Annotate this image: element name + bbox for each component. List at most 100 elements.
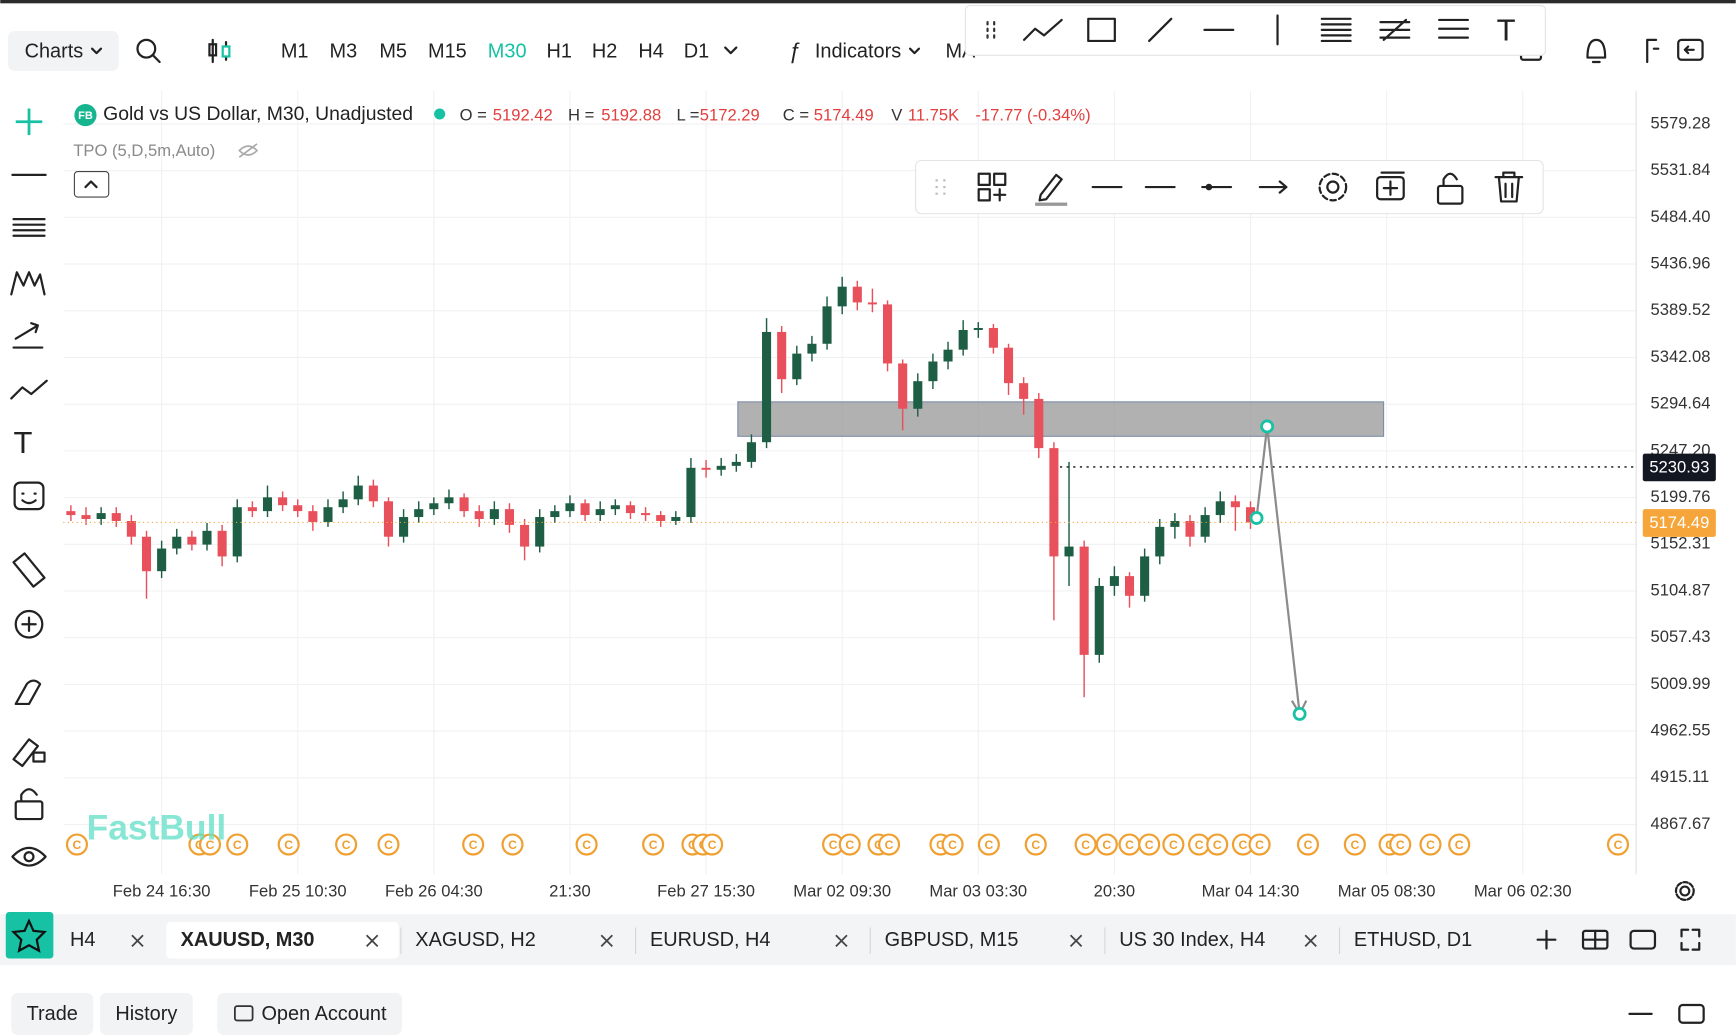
bottom-button[interactable] [11,992,94,1035]
event-marker[interactable] [198,833,222,856]
settings-icon[interactable] [1674,881,1695,901]
timeframe-button[interactable]: M5 [379,40,407,62]
event-marker[interactable] [65,833,89,856]
event-marker[interactable] [277,833,300,856]
candle-body [1185,520,1195,537]
event-marker[interactable] [501,833,524,856]
x-tick-label: 21:30 [549,882,591,901]
timeframe-button[interactable]: M1 [281,40,309,62]
tab-close[interactable] [1069,934,1083,947]
timeframe-more[interactable] [724,46,738,55]
event-marker[interactable] [1606,833,1630,856]
account-icon [234,1005,254,1022]
timeframe-button[interactable]: D1 [684,40,709,62]
tab-label[interactable]: GBPUSD, M15 [885,929,1019,951]
event-marker[interactable] [1206,833,1229,856]
search-icon[interactable] [136,38,161,64]
object-tools[interactable] [935,171,1524,206]
bottom-button[interactable] [217,992,403,1035]
tab-label[interactable]: ETHUSD, D1 [1354,929,1472,951]
candle-body [126,520,136,537]
candle-body [1140,556,1150,596]
candle-body [958,329,968,350]
y-tick-label: 5579.28 [1651,113,1711,132]
tab-close[interactable] [365,934,379,947]
timeframe-button[interactable]: H2 [592,40,617,62]
hide-study-icon[interactable] [238,143,259,158]
text-tool[interactable]: T [14,425,33,460]
bottom-button-label[interactable]: Trade [27,1003,78,1025]
event-marker[interactable] [1419,833,1442,856]
chart-type-icon[interactable] [208,38,231,64]
event-label: C [384,838,393,852]
projection-handle[interactable] [1292,707,1307,721]
tab-label[interactable]: US 30 Index, H4 [1119,929,1265,951]
event-label: C [1614,838,1623,852]
top-right-icons[interactable] [1519,38,1704,64]
charts-menu[interactable] [7,30,119,71]
bottom-bar: Trade History Open Account [11,992,403,1035]
bottom-button-label[interactable]: Open Account [261,1003,387,1025]
text-tool[interactable]: T [1497,12,1516,47]
projection-handle[interactable] [1249,511,1264,525]
candle-body [1170,520,1180,527]
drawing-tools[interactable]: T [986,12,1516,47]
tab-close[interactable] [600,934,613,947]
event-marker[interactable] [877,833,901,856]
left-toolbar[interactable]: T [10,108,48,867]
tab-close[interactable] [131,934,144,947]
event-marker[interactable] [838,833,861,856]
window-controls[interactable] [1628,1003,1705,1024]
tab-label[interactable]: XAUUSD, M30 [181,929,315,951]
timeframe-button[interactable]: M30 [488,40,527,62]
bottom-button-label[interactable]: History [115,1003,177,1025]
projection-handle[interactable] [1260,419,1275,434]
event-marker[interactable] [1162,833,1185,856]
candle-body [111,513,121,521]
event-marker[interactable] [226,833,249,856]
event-marker[interactable] [977,833,1000,856]
tab-bar-icons[interactable] [1536,928,1701,951]
timeframe-button[interactable]: H1 [546,40,571,62]
event-label: C [469,838,478,852]
event-marker[interactable] [1448,833,1471,856]
tab-close[interactable] [1304,934,1317,947]
event-marker[interactable] [1389,833,1412,856]
event-marker[interactable] [575,833,598,856]
event-label: C [984,838,993,852]
tab-label[interactable]: EURUSD, H4 [650,929,771,951]
event-marker[interactable] [1024,833,1047,856]
tab-close[interactable] [835,934,848,947]
plot-area: Feb 24 16:30 Feb 25 10:30 Feb 26 04:30 21:3… [63,90,1716,901]
candle-body [595,509,605,516]
event-marker[interactable] [1095,833,1118,856]
event-marker[interactable] [642,833,665,856]
event-marker[interactable] [1074,833,1097,856]
event-marker[interactable] [941,833,964,856]
candle-body [141,536,152,572]
event-marker[interactable] [462,833,485,856]
event-marker[interactable] [377,833,400,856]
y-tick-label: 5484.40 [1651,207,1711,226]
tab-label[interactable]: XAGUSD, H2 [415,929,536,951]
event-marker[interactable] [1138,833,1161,856]
ohlc-key: C = [783,106,809,125]
candle-body [928,361,938,382]
favorites-button[interactable] [5,912,54,959]
bottom-button[interactable] [99,992,193,1035]
indicators-button[interactable]: Indicators [815,40,901,62]
event-marker[interactable] [1343,833,1366,856]
charts-menu-label[interactable]: Charts [25,40,84,62]
event-marker[interactable] [1296,833,1320,856]
tab-label[interactable]: H4 [70,929,95,951]
timeframe-button[interactable]: H4 [638,40,663,62]
event-marker[interactable] [1248,833,1271,856]
candle-body [671,517,681,521]
event-marker[interactable] [335,833,358,856]
timeframe-button[interactable]: M15 [428,40,467,62]
timeframe-button[interactable]: M3 [330,40,358,62]
event-marker[interactable] [701,833,724,856]
candle-body [1034,398,1044,449]
collapse-button[interactable] [73,171,110,198]
